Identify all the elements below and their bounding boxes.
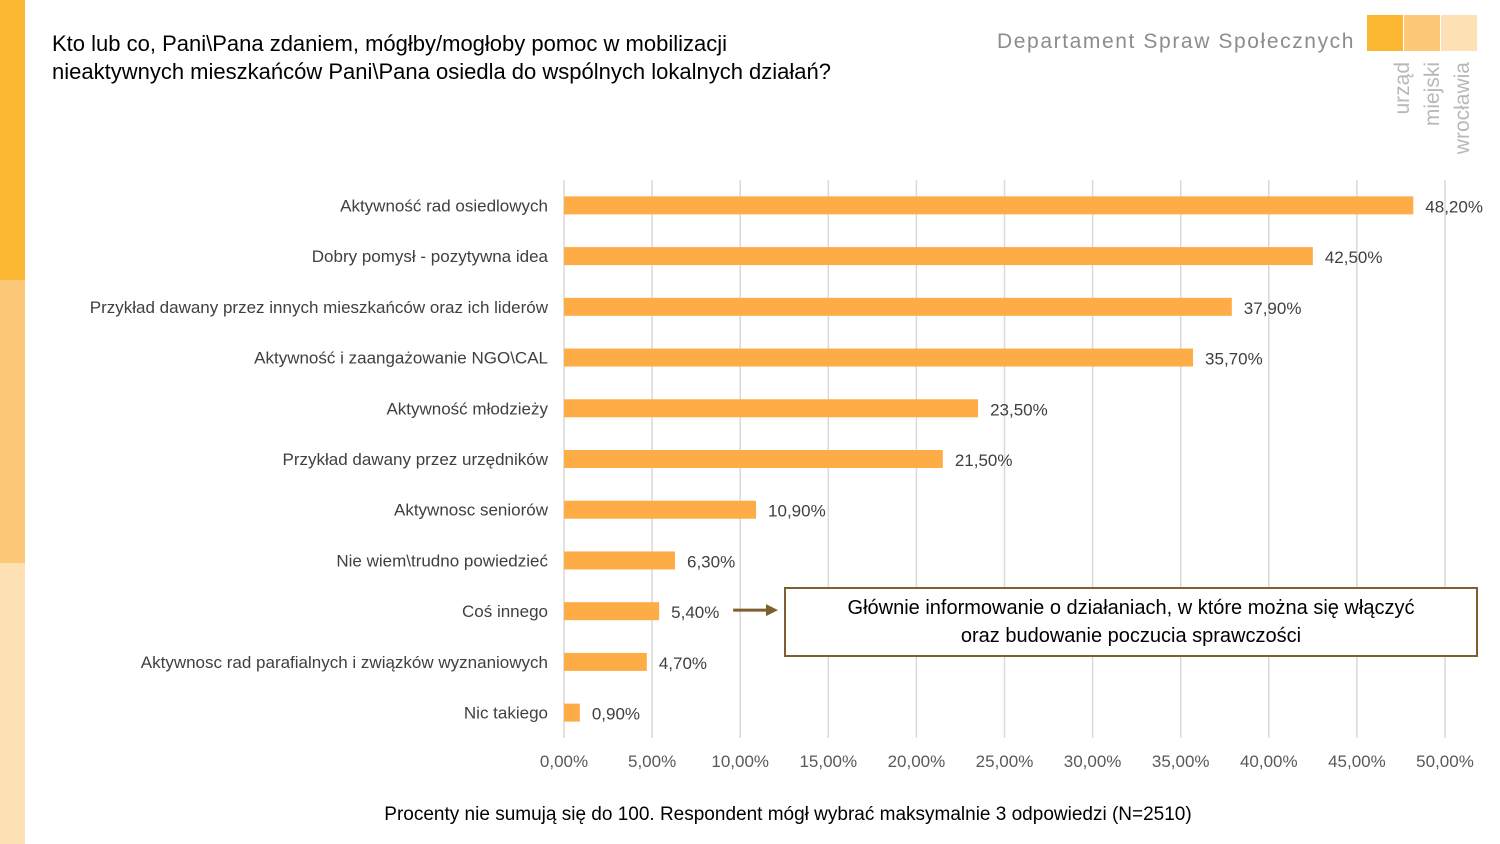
callout-arrow-head — [766, 604, 778, 617]
callout-box: Głównie informowanie o działaniach, w kt… — [784, 587, 1478, 657]
category-label: Nie wiem\trudno powiedzieć — [336, 551, 548, 570]
value-label: 6,30% — [687, 552, 735, 571]
callout-arrow — [733, 604, 778, 617]
value-label: 37,90% — [1244, 299, 1302, 318]
x-tick-label: 45,00% — [1328, 752, 1386, 771]
category-label: Coś innego — [462, 602, 548, 621]
category-label: Dobry pomysł - pozytywna idea — [312, 247, 549, 266]
category-label: Przykład dawany przez innych mieszkańców… — [90, 298, 549, 317]
bar — [564, 703, 580, 722]
x-tick-labels: 0,00% 5,00% 10,00% 15,00% 20,00% 25,00% 30,00%… — [540, 752, 1474, 771]
value-label: 0,90% — [592, 705, 640, 724]
value-label: 4,70% — [659, 654, 707, 673]
x-tick-label: 5,00% — [628, 752, 676, 771]
x-tick-label: 15,00% — [799, 752, 857, 771]
bars — [564, 196, 1414, 722]
value-label: 21,50% — [955, 451, 1013, 470]
bar — [564, 602, 660, 621]
x-tick-label: 0,00% — [540, 752, 588, 771]
x-tick-label: 30,00% — [1064, 752, 1122, 771]
page-title: Kto lub co, Pani\Pana zdaniem, mógłby/mo… — [52, 31, 831, 84]
category-label: Aktywność rad osiedlowych — [340, 196, 548, 215]
x-tick-label: 25,00% — [976, 752, 1034, 771]
x-tick-label: 35,00% — [1152, 752, 1210, 771]
value-label: 5,40% — [671, 603, 719, 622]
logo-square-2 — [1404, 15, 1440, 51]
value-label: 42,50% — [1325, 248, 1383, 267]
x-tick-label: 50,00% — [1416, 752, 1474, 771]
logo-square-3 — [1441, 15, 1477, 51]
category-label: Nic takiego — [464, 704, 548, 723]
department-name: Departament Spraw Społecznych — [997, 30, 1356, 53]
bar — [564, 196, 1414, 215]
bar — [564, 399, 979, 418]
value-labels: 48,20% 42,50% 37,90% 35,70% 23,50% 21,50% 10,9… — [592, 197, 1483, 723]
value-label: 10,90% — [768, 502, 826, 521]
category-label: Aktywność i zaangażowanie NGO\CAL — [254, 349, 548, 368]
footnote: Procenty nie sumują się do 100. Responde… — [384, 804, 1192, 825]
logo-square-1 — [1367, 15, 1403, 51]
bar — [564, 551, 676, 570]
x-tick-label: 20,00% — [888, 752, 946, 771]
bar — [564, 348, 1194, 367]
value-label: 35,70% — [1205, 350, 1263, 369]
category-label: Przykład dawany przez urzędników — [282, 450, 548, 469]
category-label: Aktywnosc seniorów — [394, 501, 549, 520]
bar — [564, 500, 757, 519]
value-label: 23,50% — [990, 400, 1048, 419]
x-tick-label: 10,00% — [711, 752, 769, 771]
category-label: Aktywność młodzieży — [386, 399, 548, 418]
category-labels: Aktywność rad osiedlowych Dobry pomysł - … — [90, 196, 549, 722]
x-tick-label: 40,00% — [1240, 752, 1298, 771]
bar — [564, 247, 1313, 266]
side-stripe-top — [0, 0, 25, 280]
side-stripe-bottom — [0, 563, 25, 844]
bar — [564, 450, 943, 468]
bar — [564, 652, 647, 671]
value-label: 48,20% — [1425, 197, 1483, 216]
category-label: Aktywnosc rad parafialnych i związków wy… — [141, 653, 548, 672]
side-stripe-middle — [0, 280, 25, 563]
bar — [564, 297, 1232, 316]
